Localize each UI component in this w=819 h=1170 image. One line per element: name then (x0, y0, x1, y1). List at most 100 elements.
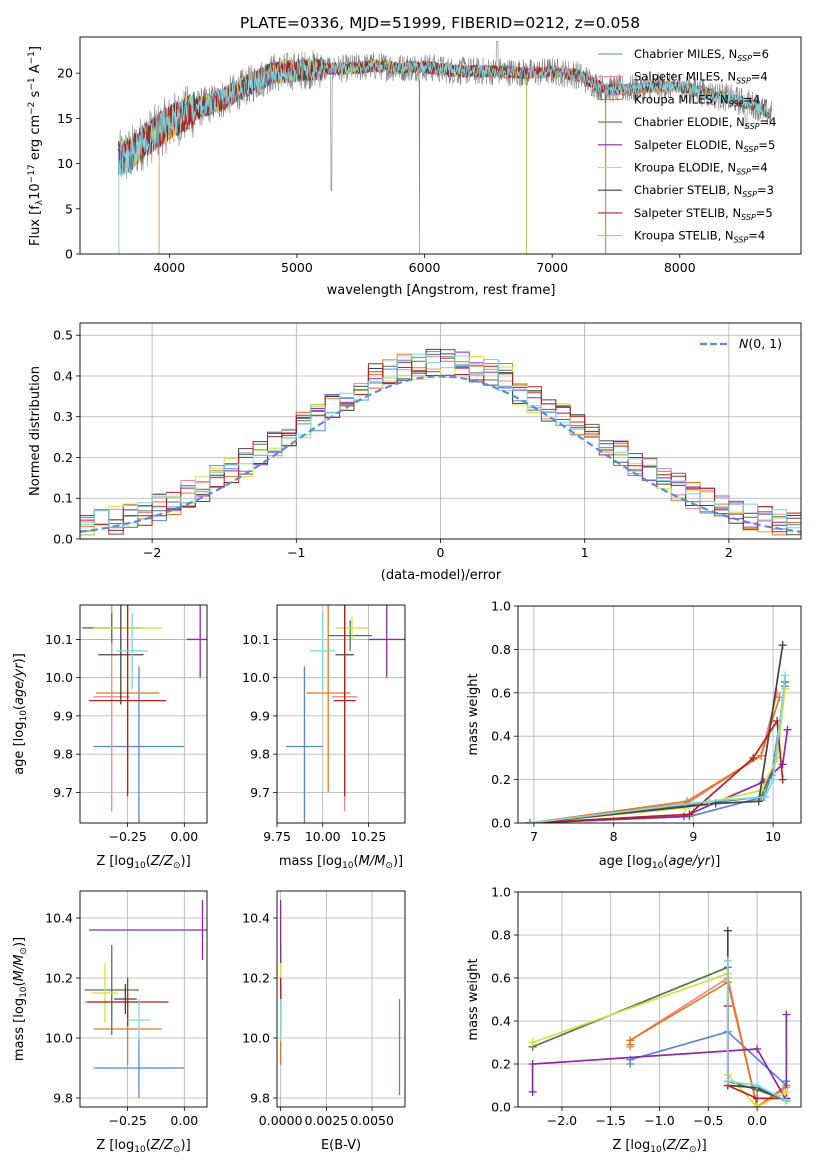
x-tick-label: −2 (143, 545, 161, 560)
x-tick-label: 0.0 (747, 1113, 767, 1128)
weight-marker (749, 753, 758, 762)
axes-frame (276, 604, 406, 824)
errorbar-salpeter-stelib (333, 605, 356, 797)
axes-frame (79, 890, 208, 1108)
y-tick-label: 10.0 (242, 670, 270, 685)
residual-hist-salpeter-elodie (80, 349, 801, 536)
y-tick-label: 0.2 (491, 1057, 511, 1072)
y-tick-label: 9.8 (53, 1091, 73, 1106)
axes-frame (79, 322, 802, 540)
mass-vs-Z-panel: −0.25 0.00 9.8 10.0 10.2 10.4 Z [log10(Z/Z⊙)] m… (12, 890, 208, 1155)
weight-line-kroupa-elodie (529, 688, 786, 823)
y-axis-label: Flux [fλ10−17 erg cm−2 s−1 A−1] (27, 46, 45, 246)
weight-marker (778, 641, 787, 650)
errorbar-chabrier-stelib (114, 984, 137, 1014)
legend-label: Salpeter STELIB, NSSP=5 (634, 206, 773, 222)
weight-marker (528, 1038, 537, 1047)
x-tick-label: −1.5 (596, 1113, 626, 1128)
y-tick-label: 10.2 (242, 971, 270, 986)
gaussian-curve (80, 375, 801, 533)
x-tick-label: 0.0000 (259, 1113, 303, 1128)
x-axis-label: mass [log10(M/M⊙)] (279, 854, 403, 871)
y-tick-label: 15 (57, 111, 73, 126)
residual-hist-chabrier-stelib (80, 348, 801, 526)
y-tick-label: 10.0 (45, 1031, 73, 1046)
errorbar-chabrier-miles (93, 666, 185, 823)
age-vs-mass-panel: 9.75 10.00 10.25 9.7 9.8 9.9 10.0 10.1 mass [log… (242, 604, 406, 871)
weight-marker (773, 753, 782, 762)
y-tick-label: 5 (65, 201, 73, 216)
x-tick-label: −1.0 (644, 1113, 674, 1128)
legend-label: Chabrier MILES, NSSP=6 (634, 47, 769, 63)
weight-marker (778, 775, 787, 784)
x-axis-label: age [log10(age/yr)] (599, 854, 721, 871)
weight-marker (783, 725, 792, 734)
weight-marker (754, 797, 763, 806)
weight-marker (778, 760, 787, 769)
residual-hist-kroupa-stelib (80, 353, 801, 529)
axes-frame (517, 891, 802, 1108)
errorbar-salpeter-stelib (89, 605, 167, 797)
errorbar-kroupa-miles (306, 605, 351, 793)
weight-marker (782, 1010, 791, 1019)
y-tick-label: 10.1 (45, 632, 73, 647)
errorbar-salpeter-elodie (368, 605, 405, 678)
residuals-panel: −2 −1 0 1 2 0.0 0.1 0.2 0.3 0.4 0.5 N(0, 1) (data-mo… (28, 322, 802, 583)
legend-label: N(0, 1) (739, 336, 782, 351)
y-axis-label: mass weight (466, 958, 481, 1040)
x-tick-label: 5000 (281, 260, 313, 275)
spectrum-panel: 4000 5000 6000 7000 8000 0 5 10 15 20 Chabrier MIL… (27, 36, 802, 298)
weight-line-kroupa-stelib (726, 960, 787, 1102)
legend-label: Chabrier ELODIE, NSSP=4 (634, 115, 776, 131)
residual-hist-kroupa-elodie (80, 355, 801, 536)
x-axis-label: Z [log10(Z/Z⊙)] (612, 1138, 706, 1155)
errorbar-salpeter-elodie (89, 900, 207, 960)
x-tick-label: 0.0025 (304, 1113, 348, 1128)
weight-vs-Z-panel: −2.0 −1.5 −1.0 −0.5 0.0 0.0 0.2 0.4 0.6 0.8 1.0 Z [… (466, 885, 802, 1155)
weight-marker (685, 810, 694, 819)
y-tick-label: 20 (57, 66, 73, 81)
legend-label: Salpeter ELODIE, NSSP=5 (634, 138, 775, 154)
weight-vs-age-panel: 7 8 9 10 0.0 0.2 0.4 0.6 0.8 1.0 age [log10(age/yr… (466, 599, 802, 871)
weight-marker (723, 956, 732, 965)
legend-label: Kroupa ELODIE, NSSP=4 (634, 161, 768, 177)
y-tick-label: 9.8 (250, 1091, 270, 1106)
x-tick-label: −0.5 (693, 1113, 723, 1128)
y-tick-label: 0.0 (491, 816, 511, 831)
model-spectrum-chabrier-elodie (117, 55, 527, 254)
weight-line-kroupa-miles (529, 696, 781, 823)
x-tick-label: 1 (581, 545, 589, 560)
errorbar-kroupa-stelib (309, 612, 336, 690)
errorbar-chabrier-elodie (328, 620, 373, 651)
model-spectrum-salpeter-elodie (117, 58, 527, 254)
x-axis-label: Z [log10(Z/Z⊙)] (96, 1138, 190, 1155)
x-tick-label: −0.25 (108, 1113, 146, 1128)
axes-frame (517, 605, 802, 824)
x-axis-label: wavelength [Angstrom, rest frame] (327, 283, 556, 298)
model-spectrum-kroupa-elodie (117, 58, 527, 254)
y-axis-label: age [log10(age/yr)] (12, 653, 29, 775)
weight-marker (626, 1036, 635, 1045)
y-tick-label: 10.4 (45, 911, 73, 926)
weight-marker (753, 1103, 762, 1107)
errorbar-kroupa-elodie (91, 963, 119, 1023)
x-tick-label: 8 (610, 829, 618, 844)
model-spectrum-salpeter-stelib (117, 59, 607, 254)
weight-marker (769, 775, 778, 784)
y-tick-label: 0.0 (53, 532, 73, 547)
y-tick-label: 0.8 (491, 642, 511, 657)
x-tick-label: 9.75 (263, 829, 291, 844)
y-tick-label: 0.4 (491, 729, 511, 744)
y-tick-label: 9.8 (53, 747, 73, 762)
errorbar-salpeter-elodie (186, 605, 207, 678)
axes-frame (276, 890, 406, 1108)
y-tick-label: 9.8 (250, 747, 270, 762)
x-tick-label: −1 (287, 545, 305, 560)
x-axis-label: E(B-V) (321, 1138, 361, 1153)
y-tick-label: 0.6 (491, 685, 511, 700)
y-tick-label: 10.2 (45, 971, 73, 986)
y-tick-label: 1.0 (491, 599, 511, 614)
errorbar-chabrier-elodie (84, 945, 139, 1035)
y-tick-label: 0 (65, 247, 73, 262)
x-tick-label: −0.25 (108, 829, 146, 844)
